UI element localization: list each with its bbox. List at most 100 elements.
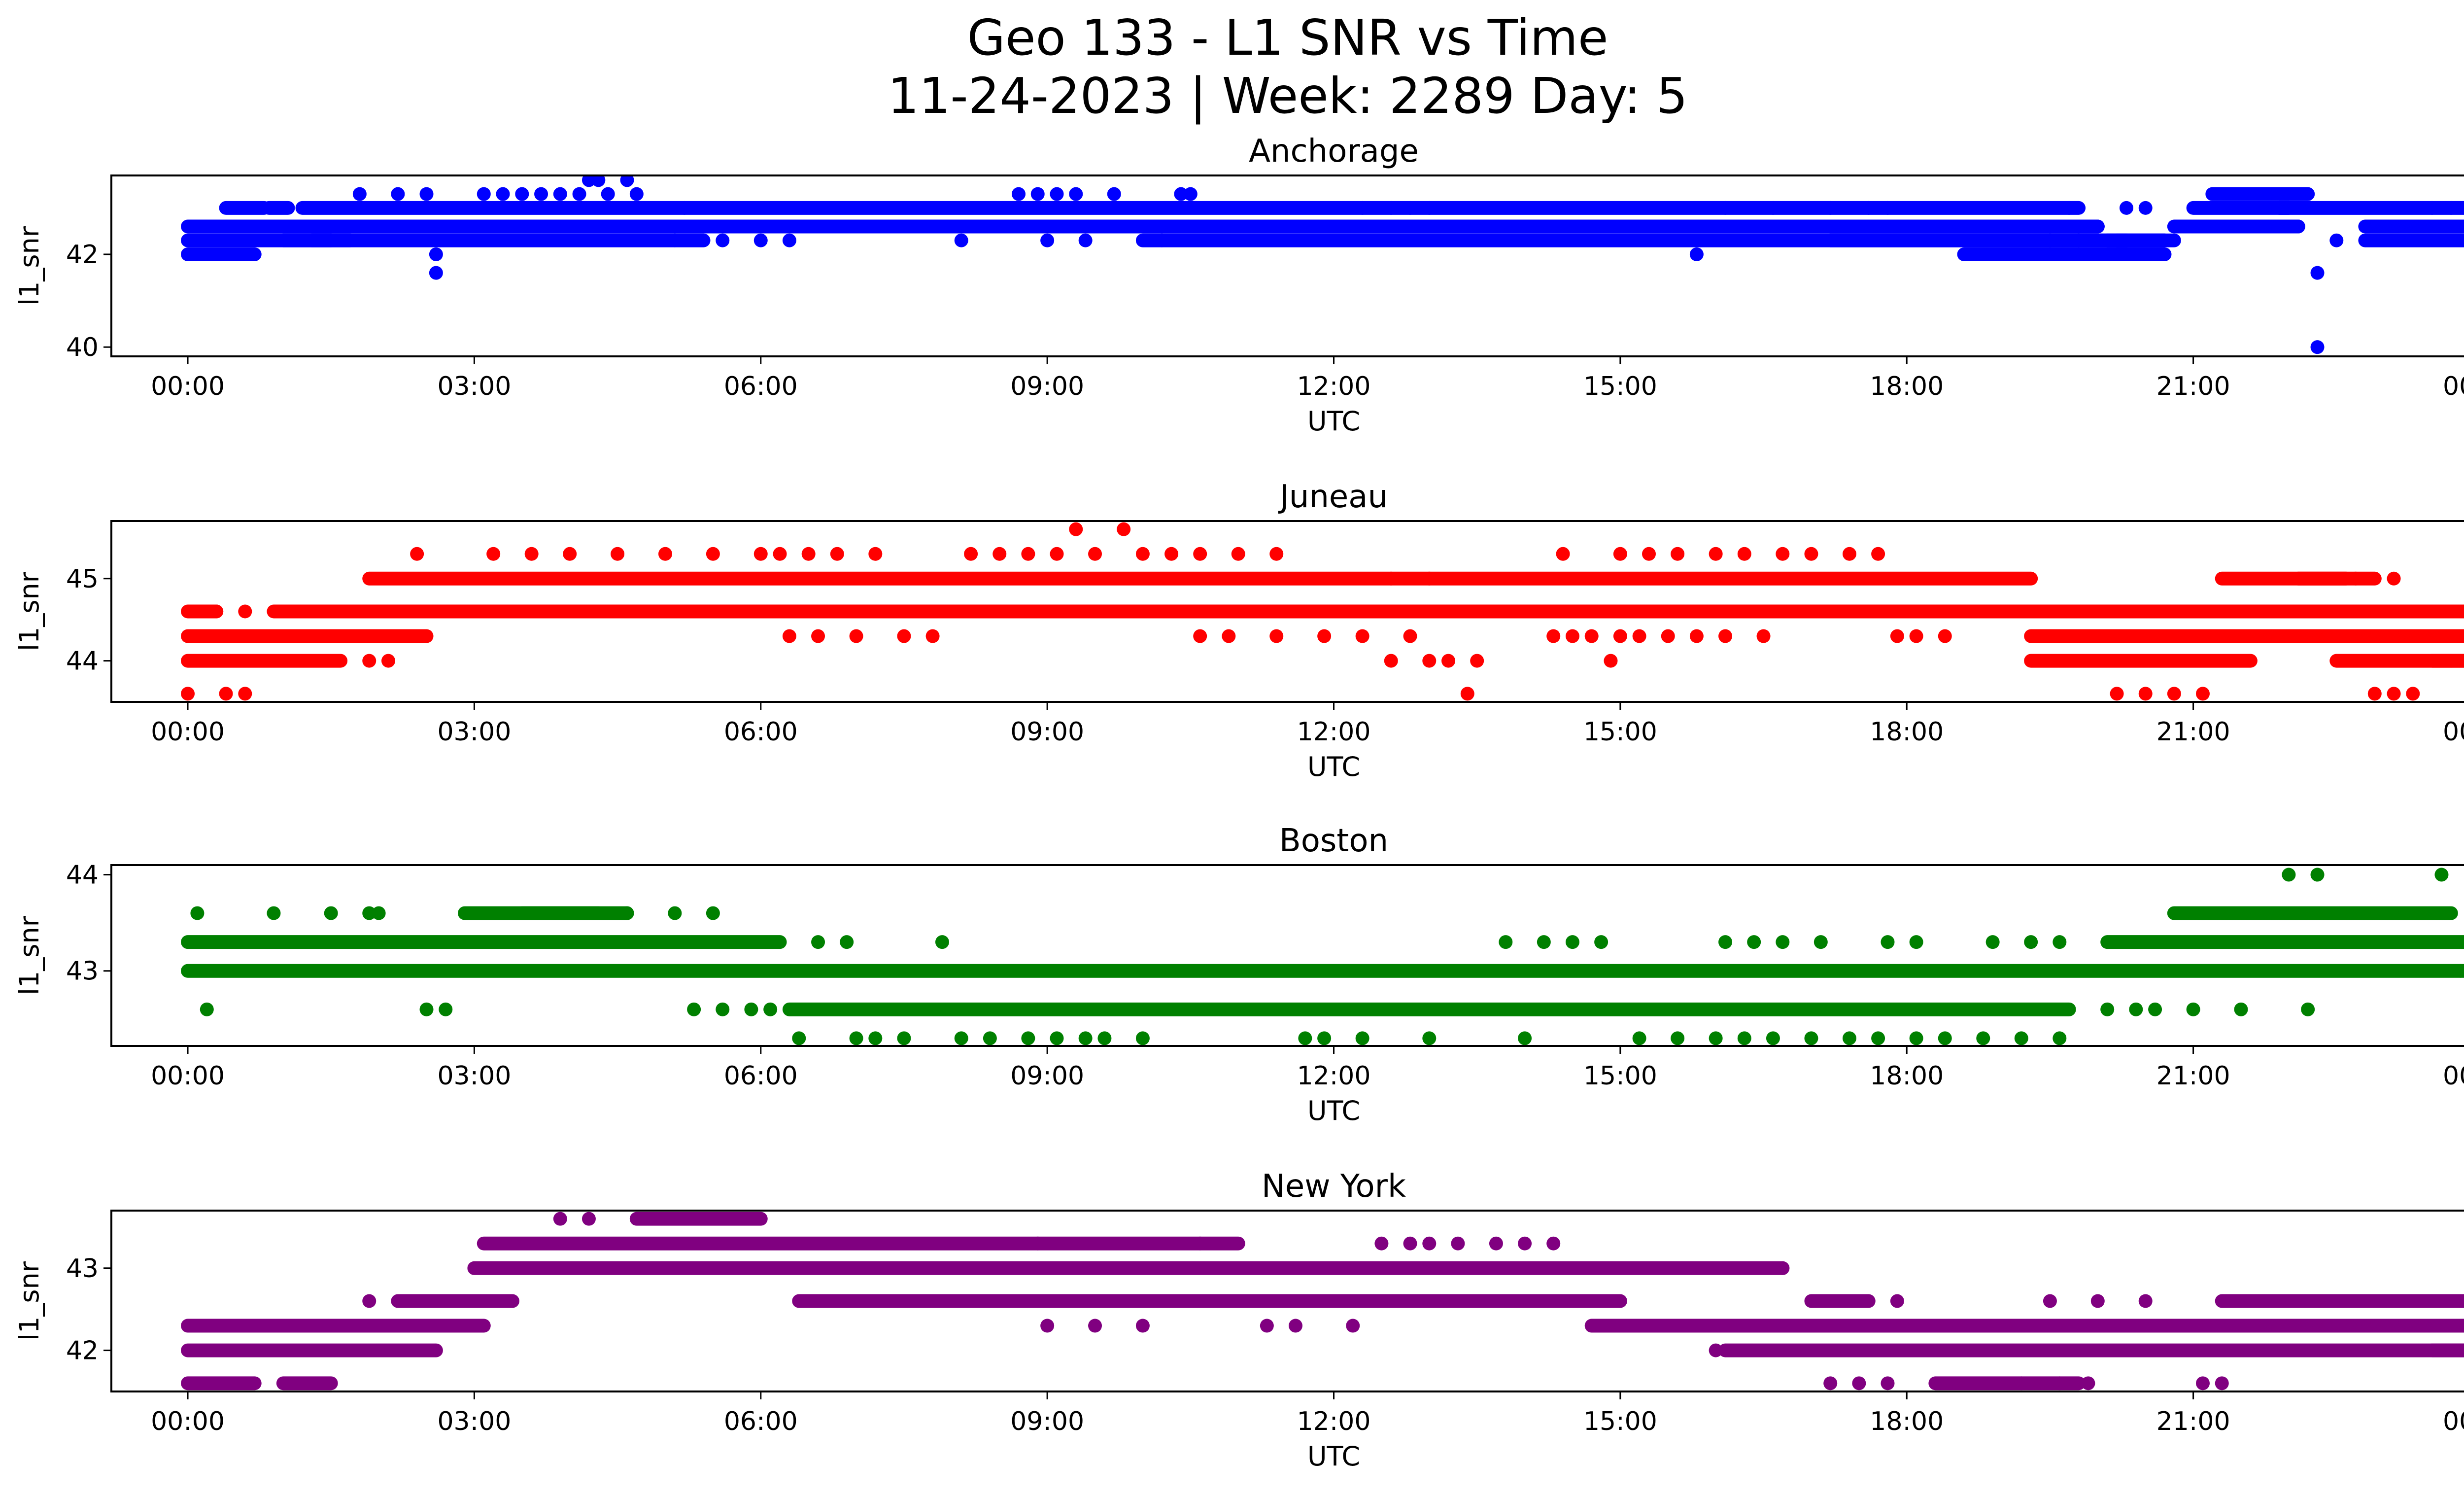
data-point bbox=[849, 1031, 863, 1045]
data-point bbox=[2406, 687, 2420, 701]
data-point bbox=[1804, 1031, 1818, 1045]
data-point bbox=[1909, 935, 1923, 949]
data-point bbox=[1422, 571, 1437, 586]
data-point bbox=[1776, 547, 1790, 561]
y-axis-label: l1_snr bbox=[14, 226, 45, 306]
data-point bbox=[515, 187, 529, 201]
data-point bbox=[2043, 233, 2057, 247]
data-point bbox=[1718, 935, 1733, 949]
data-point bbox=[2138, 201, 2153, 215]
plot-frame bbox=[110, 864, 2464, 1047]
data-points bbox=[181, 522, 2464, 701]
data-point bbox=[888, 1294, 902, 1308]
x-tick-label: 12:00 bbox=[1297, 717, 1371, 747]
data-point bbox=[1260, 1319, 1274, 1333]
x-tick-label: 00:00 bbox=[2443, 372, 2464, 401]
data-point bbox=[1671, 1031, 1685, 1045]
data-point bbox=[1737, 1031, 1751, 1045]
data-point bbox=[1355, 201, 1369, 215]
data-point bbox=[1546, 629, 1561, 643]
data-point bbox=[419, 1002, 434, 1016]
data-point bbox=[1317, 629, 1332, 643]
x-axis-label: UTC bbox=[1307, 1095, 1360, 1126]
data-point bbox=[410, 547, 424, 561]
x-tick-label: 18:00 bbox=[1870, 717, 1944, 747]
panel-anchorage: 00:00 03:00 06:00 09:00 12:00 15:00 18:00 21:00… bbox=[14, 133, 2464, 437]
x-tick-label: 21:00 bbox=[2156, 1061, 2230, 1091]
data-point bbox=[601, 187, 615, 201]
data-point bbox=[2349, 571, 2363, 586]
data-point bbox=[2310, 340, 2325, 354]
data-point bbox=[429, 266, 443, 280]
y-tick-label: 40 bbox=[66, 333, 99, 362]
data-point bbox=[1193, 1236, 1207, 1251]
data-point bbox=[897, 1031, 911, 1045]
data-point bbox=[811, 935, 825, 949]
data-point bbox=[1776, 935, 1790, 949]
data-points bbox=[181, 175, 2464, 354]
data-point bbox=[1298, 1031, 1312, 1045]
data-point bbox=[1155, 233, 1169, 247]
data-point bbox=[238, 687, 252, 701]
data-point bbox=[1613, 629, 1627, 643]
data-point bbox=[439, 1002, 453, 1016]
data-point bbox=[238, 604, 252, 619]
x-axis-label: UTC bbox=[1307, 406, 1360, 437]
data-point bbox=[983, 1031, 997, 1045]
data-point bbox=[1556, 547, 1570, 561]
x-tick-label: 15:00 bbox=[1583, 1407, 1657, 1436]
data-point bbox=[2062, 201, 2076, 215]
data-point bbox=[1117, 522, 1131, 536]
data-point bbox=[2053, 1031, 2067, 1045]
data-point bbox=[1689, 629, 1704, 643]
data-point bbox=[1088, 547, 1102, 561]
data-point bbox=[620, 906, 634, 920]
data-point bbox=[925, 629, 940, 643]
data-point bbox=[668, 233, 682, 247]
data-point bbox=[1737, 547, 1751, 561]
data-point bbox=[868, 547, 883, 561]
data-point bbox=[1842, 1031, 1856, 1045]
data-point bbox=[1938, 629, 1952, 643]
figure-title-line-2: 11-24-2023 | Week: 2289 Day: 5 bbox=[888, 67, 1688, 125]
data-point bbox=[763, 1002, 778, 1016]
data-point bbox=[477, 187, 491, 201]
y-tick-label: 44 bbox=[66, 861, 99, 890]
data-point bbox=[668, 906, 682, 920]
data-point bbox=[935, 935, 949, 949]
data-point bbox=[716, 1002, 730, 1016]
data-point bbox=[1709, 1343, 1723, 1357]
data-point bbox=[1881, 935, 1895, 949]
data-point bbox=[1050, 187, 1064, 201]
x-tick-label: 09:00 bbox=[1010, 1407, 1084, 1436]
data-point bbox=[1661, 629, 1675, 643]
data-point bbox=[2186, 1002, 2200, 1016]
data-point bbox=[267, 906, 281, 920]
x-tick-label: 15:00 bbox=[1583, 717, 1657, 747]
data-point bbox=[868, 1031, 883, 1045]
data-point bbox=[1384, 201, 1398, 215]
data-point bbox=[362, 906, 376, 920]
data-point bbox=[1222, 629, 1236, 643]
data-point bbox=[792, 1031, 806, 1045]
data-point bbox=[486, 547, 501, 561]
data-point bbox=[553, 187, 567, 201]
data-point bbox=[1374, 1236, 1389, 1251]
data-point bbox=[2444, 201, 2458, 215]
data-point bbox=[1403, 201, 1417, 215]
data-point bbox=[2282, 219, 2296, 234]
panel-juneau: 00:00 03:00 06:00 09:00 12:00 15:00 18:00 21:00… bbox=[14, 479, 2464, 782]
data-point bbox=[1689, 247, 1704, 261]
data-point bbox=[1842, 547, 1856, 561]
y-tick-label: 42 bbox=[66, 240, 99, 270]
data-point bbox=[2329, 233, 2344, 247]
data-point bbox=[1030, 1236, 1045, 1251]
data-point bbox=[563, 219, 577, 234]
data-point bbox=[582, 1212, 596, 1226]
data-point bbox=[1441, 654, 1456, 668]
x-tick-label: 15:00 bbox=[1583, 372, 1657, 401]
data-point bbox=[811, 629, 825, 643]
y-axis-label: l1_snr bbox=[14, 571, 45, 651]
data-point bbox=[1107, 187, 1121, 201]
x-tick-label: 21:00 bbox=[2156, 717, 2230, 747]
